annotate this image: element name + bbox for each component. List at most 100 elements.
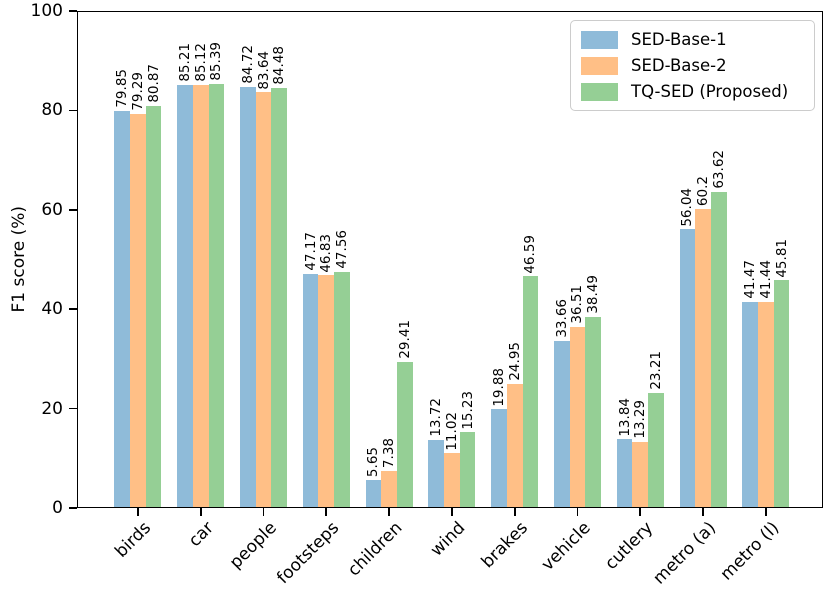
bar-sed-base-1-children (365, 479, 382, 508)
bar-tq-sed-proposed-children (396, 361, 413, 508)
bar-value-label: 23.21 (647, 350, 664, 390)
bar-value-label: 85.12 (192, 43, 209, 82)
bar-sed-base-2-wind (444, 453, 460, 508)
bar-value-label: 85.21 (177, 42, 193, 82)
bar-tq-sed-proposed-wind (459, 432, 476, 508)
x-tick-label-text: footsteps (273, 518, 344, 589)
bar-value-label: 13.72 (428, 398, 445, 437)
bar-sed-base-1-cutlery (616, 439, 633, 508)
y-tick-label: 20 (41, 398, 63, 419)
bar-value-label: 84.72 (239, 45, 256, 84)
legend-swatch-sed-base-2 (581, 56, 618, 75)
bar-value-label: 24.95 (506, 342, 523, 381)
bar-value-label: 19.88 (490, 367, 507, 407)
bar-sed-base-2-metro-l (758, 302, 774, 508)
x-tick-label-text: vehicle (537, 518, 595, 575)
bar-value-label: 29.41 (396, 320, 413, 359)
x-tick-label-text: birds (111, 518, 156, 562)
bar-value-label: 13.84 (616, 397, 633, 437)
bar-value-label: 15.23 (459, 390, 476, 430)
legend: SED-Base-1 SED-Base-2 TQ-SED (Proposed) (570, 20, 815, 111)
y-tick-label: 40 (41, 299, 63, 320)
x-tick (576, 508, 579, 516)
legend-swatch-sed-base-1 (581, 30, 618, 49)
bar-value-label: 60.2 (695, 175, 712, 206)
bar-value-label: 45.81 (773, 238, 790, 278)
bar-value-label: 56.04 (679, 187, 696, 227)
bar-sed-base-2-footsteps (318, 275, 335, 508)
x-tick-label-text: cutlery (601, 518, 658, 574)
y-tick (69, 208, 77, 211)
bar-sed-base-1-metro-l (742, 301, 758, 508)
bar-sed-base-2-people (255, 92, 272, 508)
bar-value-label: 63.62 (710, 150, 727, 189)
bar-value-label: 84.48 (271, 46, 288, 86)
bar-value-label: 33.66 (553, 299, 570, 338)
bar-value-label: 41.44 (757, 260, 774, 300)
legend-label: SED-Base-1 (631, 30, 727, 49)
y-tick (69, 407, 77, 410)
bar-sed-base-1-vehicle (553, 340, 570, 508)
x-tick-label-text: metro (a) (649, 518, 721, 589)
bar-tq-sed-proposed-brakes (522, 276, 539, 508)
legend-item-tq-sed-proposed: TQ-SED (Proposed) (581, 81, 806, 102)
x-tick-label-text: children (343, 518, 407, 581)
bar-value-label: 38.49 (585, 275, 602, 314)
x-tick-label-text: car (184, 518, 218, 552)
x-tick-label-text: brakes (477, 518, 532, 573)
y-axis-label-wrap: F1 score (%) (6, 11, 32, 508)
bar-sed-base-2-metro-a (695, 208, 711, 508)
bar-tq-sed-proposed-metro-l (773, 280, 790, 508)
y-tick-label: 0 (52, 498, 63, 518)
bar-tq-sed-proposed-footsteps (334, 271, 350, 508)
y-tick (69, 10, 77, 12)
x-tick (199, 508, 202, 516)
bar-sed-base-2-cutlery (632, 441, 649, 508)
bar-value-label: 80.87 (145, 64, 162, 104)
x-tick (450, 508, 453, 516)
bar-sed-base-2-car (192, 84, 209, 508)
bar-tq-sed-proposed-metro-a (710, 191, 727, 508)
bar-value-label: 47.56 (333, 229, 350, 269)
bar-value-label: 13.29 (632, 400, 649, 439)
x-tick (702, 508, 704, 516)
bar-value-label: 11.02 (443, 411, 460, 451)
x-tick-label-text: wind (426, 518, 470, 561)
bar-tq-sed-proposed-cutlery (648, 392, 664, 508)
bar-tq-sed-proposed-birds (145, 106, 162, 508)
y-tick (69, 507, 77, 509)
bar-value-label: 47.17 (302, 231, 319, 271)
bar-value-label: 85.39 (208, 41, 225, 81)
bar-sed-base-2-birds (130, 113, 146, 508)
y-tick (69, 109, 77, 112)
bar-sed-base-1-wind (428, 439, 445, 508)
y-tick-label: 80 (41, 100, 63, 121)
bar-sed-base-1-brakes (491, 409, 507, 508)
x-tick-label-text: metro (l) (716, 518, 783, 585)
x-tick (513, 508, 516, 516)
bar-value-label: 79.85 (114, 69, 131, 109)
bar-sed-base-1-metro-a (679, 229, 696, 508)
bar-tq-sed-proposed-people (271, 88, 288, 508)
bar-tq-sed-proposed-car (208, 83, 225, 508)
bar-sed-base-1-car (177, 84, 193, 508)
y-axis-label: F1 score (%) (9, 206, 29, 313)
x-tick (137, 508, 139, 516)
legend-label: TQ-SED (Proposed) (631, 82, 789, 101)
bar-value-label: 83.64 (255, 50, 272, 90)
bar-value-label: 41.47 (742, 260, 759, 299)
bar-sed-base-2-children (381, 471, 397, 508)
bar-sed-base-1-footsteps (302, 273, 319, 508)
bar-value-label: 36.51 (569, 284, 586, 324)
bar-sed-base-2-brakes (506, 383, 523, 508)
legend-swatch-tq-sed-proposed (581, 82, 618, 101)
x-tick (262, 508, 265, 516)
bar-value-label: 79.29 (129, 72, 146, 111)
bar-sed-base-2-vehicle (569, 326, 586, 508)
legend-label: SED-Base-2 (631, 56, 727, 75)
bar-value-label: 5.65 (365, 446, 382, 477)
bar-sed-base-1-people (239, 86, 256, 508)
x-tick (639, 508, 642, 516)
bar-sed-base-1-birds (114, 111, 131, 508)
